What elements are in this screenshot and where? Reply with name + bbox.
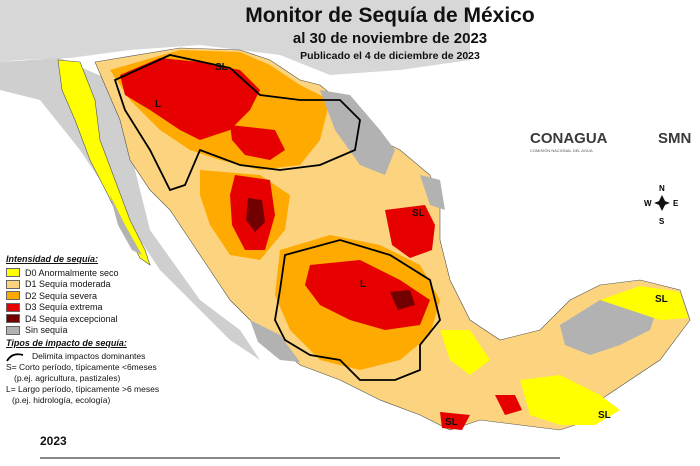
legend-label: D3 Sequía extrema: [25, 302, 103, 312]
yucatan-d0: [600, 286, 688, 320]
label-l-north: L: [155, 99, 161, 110]
bajio-d3: [305, 260, 430, 330]
chihuahua-d3: [230, 125, 285, 160]
label-sl-yucatan: SL: [655, 294, 668, 305]
usa-terrain: [0, 0, 470, 75]
compass-w: W: [644, 199, 652, 208]
intensity-legend-title: Intensidad de sequía:: [6, 254, 99, 264]
year-label: 2023: [40, 434, 67, 448]
legend-label: D2 Sequía severa: [25, 290, 98, 301]
impact-l-line2: (p.ej. hidrología, ecología): [12, 395, 111, 405]
smn-logo: SMN: [658, 130, 692, 147]
swatch-d0: [6, 268, 20, 277]
legend-item-d4: D4 Sequía excepcional: [6, 313, 206, 324]
veracruz-d0: [440, 330, 490, 375]
impact-s-line1: S= Corto período, típicamente <6meses: [6, 362, 157, 372]
label-sl-guerrero: SL: [445, 417, 458, 428]
sinaloa-d4: [246, 198, 265, 232]
conagua-logo: CONAGUA: [530, 130, 608, 147]
impact-l-line1: L= Largo período, típicamente >6 meses: [6, 384, 160, 394]
legend-item-d0: D0 Anormalmente seco: [6, 267, 206, 278]
impact-line-north: [113, 54, 361, 192]
compass-e: E: [673, 199, 679, 208]
south-d0: [520, 375, 620, 425]
impact-s-line2: (p.ej. agricultura, pastizales): [14, 373, 121, 383]
guerrero-d3: [440, 412, 470, 430]
bajio-d4: [390, 290, 415, 310]
label-sl-north: SL: [215, 62, 228, 73]
gulf-gray: [420, 175, 445, 210]
map-subtitle: al 30 de noviembre de 2023: [292, 30, 488, 47]
label-l-central: L: [360, 279, 366, 290]
legend-label: Sin sequía: [25, 325, 68, 335]
swatch-d1: [6, 279, 20, 289]
impact-line-icon: [6, 352, 24, 361]
compass-s: S: [659, 217, 665, 226]
map-title: Monitor de Sequía de México: [245, 4, 535, 27]
legend-label: D0 Anormalmente seco: [25, 267, 119, 278]
conagua-logo-subtitle: COMISIÓN NACIONAL DEL AGUA: [530, 148, 593, 153]
legend-label: D4 Sequía excepcional: [25, 313, 118, 324]
intensity-legend: Intensidad de sequía: D0 Anormalmente se…: [6, 254, 206, 336]
label-sl-chiapas: SL: [598, 410, 611, 421]
impact-line-label: Delimita impactos dominantes: [32, 351, 146, 361]
oaxaca-d3: [495, 395, 522, 415]
legend-item-d3: D3 Sequía extrema: [6, 302, 206, 313]
swatch-d2: [6, 291, 20, 300]
coast-gray: [250, 320, 300, 362]
swatch-none: [6, 325, 20, 335]
legend-label: D1 Sequía moderada: [25, 279, 111, 289]
compass-n: N: [659, 184, 665, 193]
terrain-west: [0, 58, 260, 360]
impact-legend-title: Tipos de impacto de sequía:: [6, 338, 127, 348]
impact-legend: Tipos de impacto de sequía: Delimita imp…: [6, 338, 216, 406]
swatch-d4: [6, 314, 20, 323]
impact-line-item: Delimita impactos dominantes: [6, 351, 216, 362]
legend-item-none: Sin sequía: [6, 325, 206, 336]
north-d3: [120, 58, 260, 140]
compass-rose: N S E W: [644, 184, 679, 226]
impact-line-central: [274, 239, 441, 381]
legend-item-d2: D2 Sequía severa: [6, 290, 206, 301]
tamaulipas-d3: [385, 205, 435, 258]
publication-date: Publicado el 4 de diciembre de 2023: [300, 50, 480, 62]
baja-california: [57, 59, 151, 266]
swatch-d3: [6, 302, 20, 312]
label-sl-tamaulipas: SL: [412, 208, 425, 219]
legend-item-d1: D1 Sequía moderada: [6, 279, 206, 290]
